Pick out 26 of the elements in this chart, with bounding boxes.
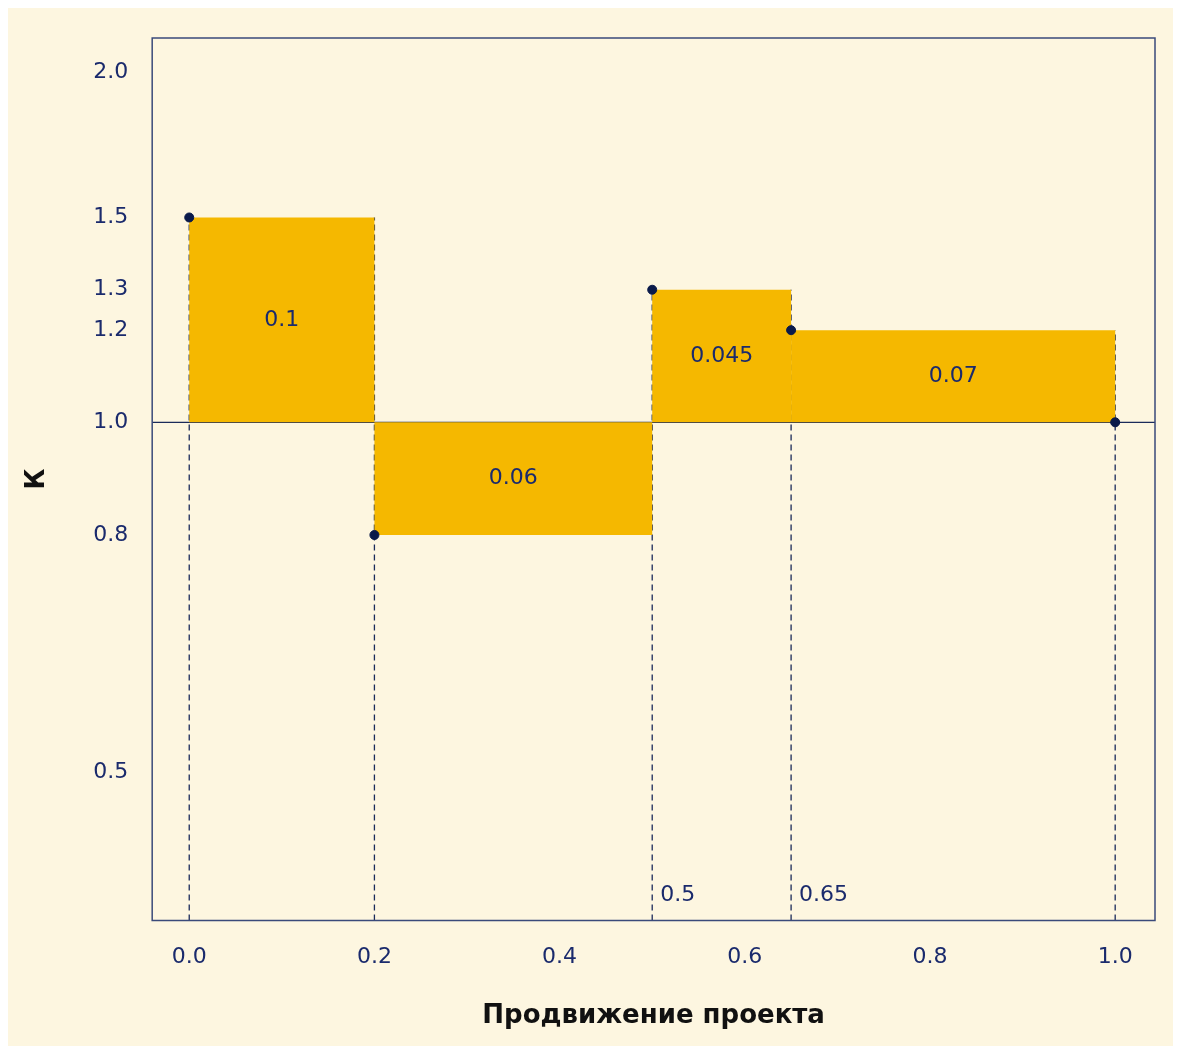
ref-line-label: 0.65 [799,881,849,907]
x-tick-label: 0.2 [356,943,392,969]
annotation: 0.045 [690,341,754,367]
point [647,284,658,295]
annotation: 0.1 [264,305,300,331]
point [369,529,380,540]
y-tick-label: 0.8 [93,520,129,546]
ref-line-label: 0.5 [660,881,696,907]
x-tick-label: 0.0 [171,943,207,969]
y-tick-label: 1.3 [93,275,129,301]
y-tick-label: 2.0 [93,57,129,83]
y-tick-label: 1.2 [93,315,129,341]
point [1110,417,1121,428]
x-tick-label: 0.4 [542,943,578,969]
y-axis-title: К [20,468,51,490]
x-tick-label: 1.0 [1097,943,1133,969]
y-tick-label: 1.5 [93,203,129,229]
annotation: 0.07 [928,361,978,387]
y-tick-label: 0.5 [93,758,129,784]
x-tick-label: 0.8 [912,943,948,969]
x-axis-title: Продвижение проекта [482,999,825,1030]
x-tick-label: 0.6 [727,943,763,969]
annotation: 0.06 [488,464,538,490]
point [786,325,797,336]
y-tick-label: 1.0 [93,408,129,433]
point [184,212,195,223]
